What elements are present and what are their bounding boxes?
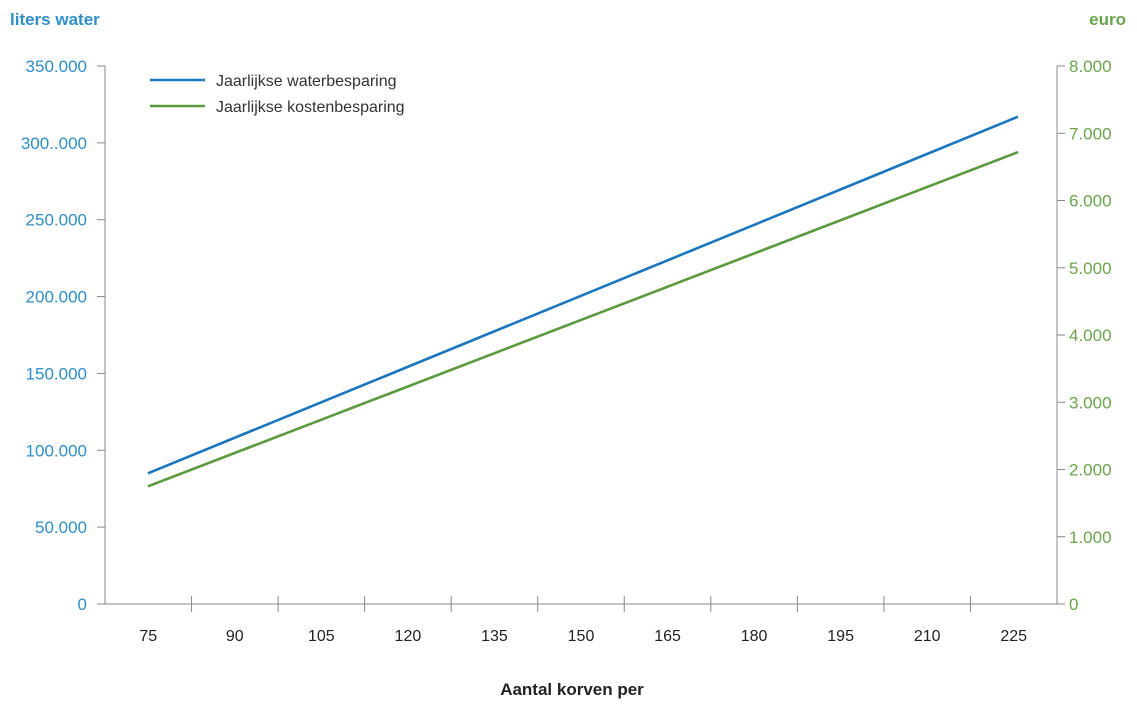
y-right-tick-label: 8.000 (1069, 57, 1112, 76)
y-right-tick-label: 0 (1069, 595, 1078, 614)
y-left-tick-label: 150.000 (26, 364, 87, 383)
x-tick-label: 165 (654, 628, 681, 645)
axes: 0 50.000 100.000 150.000 200.000 250.000 300..… (21, 57, 1112, 645)
legend: Jaarlijkse waterbesparing Jaarlijkse kost… (150, 73, 405, 116)
x-tick-label: 180 (741, 628, 768, 645)
x-tick-label: 120 (395, 628, 422, 645)
y-left-axis-title: liters water (10, 10, 100, 29)
y-left-tick-label: 250.000 (26, 211, 87, 230)
series-layer (147, 115, 1019, 488)
y-right-tick-label: 6.000 (1069, 192, 1112, 211)
y-left-tick-label: 350.000 (26, 57, 87, 76)
series-line-waterbesparing (147, 115, 1019, 475)
series-line-kostenbesparing (147, 150, 1019, 488)
y-right-tick-label: 2.000 (1069, 461, 1112, 480)
y-right-tick-label: 7.000 (1069, 124, 1112, 143)
y-left-tick-label: 200.000 (26, 288, 87, 307)
x-tick-label: 90 (226, 628, 244, 645)
y-left-tick-label: 300..000 (21, 134, 87, 153)
x-tick-label: 195 (827, 628, 854, 645)
x-tick-label: 225 (1000, 628, 1027, 645)
y-right-tick-label: 1.000 (1069, 528, 1112, 547)
x-tick-label: 135 (481, 628, 508, 645)
x-tick-label: 150 (568, 628, 595, 645)
y-right-tick-label: 5.000 (1069, 259, 1112, 278)
y-left-tick-label: 50.000 (35, 518, 87, 537)
x-tick-label: 105 (308, 628, 335, 645)
y-right-tick-label: 3.000 (1069, 393, 1112, 412)
x-axis-title: Aantal korven per (500, 680, 644, 699)
y-right-tick-label: 4.000 (1069, 326, 1112, 345)
y-left-tick-label: 0 (78, 595, 87, 614)
y-left-tick-label: 100.000 (26, 441, 87, 460)
x-tick-label: 210 (914, 628, 941, 645)
legend-label: Jaarlijkse waterbesparing (216, 73, 397, 90)
x-tick-label: 75 (139, 628, 157, 645)
legend-label: Jaarlijkse kostenbesparing (216, 99, 405, 116)
y-right-axis-title: euro (1089, 10, 1126, 29)
